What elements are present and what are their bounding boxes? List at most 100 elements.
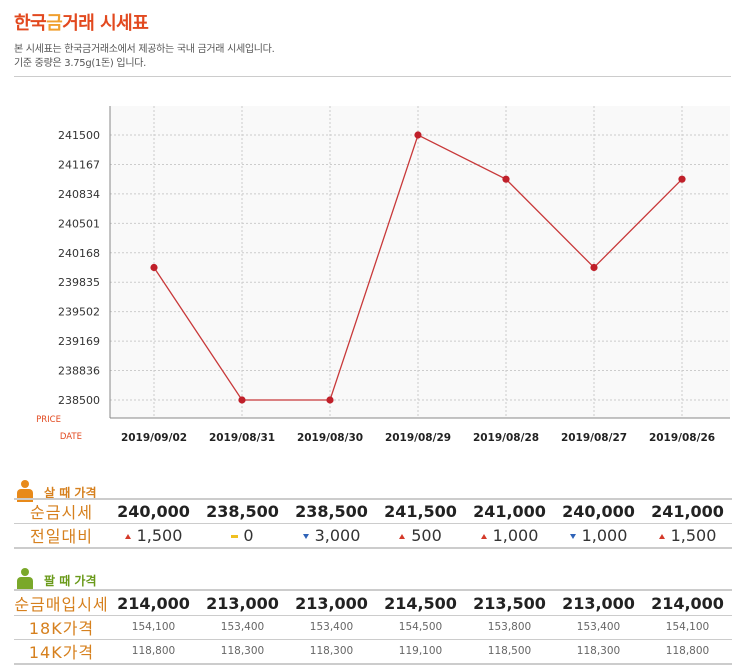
change-cell: 500 <box>376 526 465 545</box>
sell-heading-label: 팔 때 가격 <box>44 573 97 588</box>
description-line-2: 기준 중량은 3.75g(1돈) 입니다. <box>14 58 146 69</box>
data-point <box>326 396 334 404</box>
sell-table-row: 순금매입시세 214,000 213,000 213,000 214,500 213,50… <box>14 591 732 615</box>
table-divider <box>14 547 732 549</box>
price-cell: 214,000 <box>117 593 190 613</box>
y-tick-label: 238500 <box>58 394 100 407</box>
y-tick-label: 241167 <box>58 158 100 171</box>
y-tick-label: 240834 <box>58 188 100 201</box>
y-tick-label: 239835 <box>58 276 100 289</box>
x-tick-label: 2019/09/02 <box>121 432 187 444</box>
y-tick-label: 238836 <box>58 365 100 378</box>
price-cell: 214,500 <box>384 593 457 613</box>
x-tick-label: 2019/08/29 <box>385 432 451 444</box>
y-tick-label: 240168 <box>58 247 100 260</box>
table-divider <box>14 663 732 665</box>
price-cell: 154,100 <box>131 621 176 633</box>
change-value: 3,000 <box>314 525 361 545</box>
x-axis-label: DATE <box>60 432 82 442</box>
row-label: 순금시세 <box>30 503 93 522</box>
y-tick-label: 240501 <box>58 217 100 230</box>
sell-table-row: 14K가격 118,800 118,300 118,300 119,100 118,500… <box>14 639 732 663</box>
change-cell: 0 <box>198 526 287 545</box>
price-cell: 118,300 <box>220 645 265 657</box>
price-cell: 241,000 <box>473 501 546 521</box>
price-cell: 118,300 <box>576 645 621 657</box>
data-point <box>238 396 246 404</box>
change-cell: 1,500 <box>643 526 732 545</box>
y-tick-label: 239502 <box>58 306 100 319</box>
price-cell: 213,000 <box>562 593 635 613</box>
price-cell: 238,500 <box>295 501 368 521</box>
table-divider <box>14 523 732 524</box>
row-label: 14K가격 <box>28 643 95 662</box>
price-cell: 118,500 <box>487 645 532 657</box>
sell-table-row: 18K가격 154,100 153,400 153,400 154,500 153,800… <box>14 615 732 639</box>
buy-table-row: 순금시세 240,000 238,500 238,500 241,500 241,000 2… <box>14 499 732 523</box>
change-cell: 3,000 <box>287 526 376 545</box>
price-cell: 119,100 <box>398 645 443 657</box>
title-part: 한국 <box>14 13 47 34</box>
row-label: 전일대비 <box>30 527 93 546</box>
table-divider <box>14 498 732 500</box>
price-cell: 213,500 <box>473 593 546 613</box>
price-cell: 153,800 <box>487 621 532 633</box>
price-cell: 154,500 <box>398 621 443 633</box>
price-cell: 240,000 <box>562 501 635 521</box>
up-arrow-icon <box>658 533 665 539</box>
change-value: 1,500 <box>670 525 717 545</box>
x-tick-label: 2019/08/27 <box>561 432 627 444</box>
change-cell: 1,000 <box>554 526 643 545</box>
change-value: 1,000 <box>492 525 539 545</box>
x-tick-label: 2019/08/26 <box>649 432 715 444</box>
change-cell: 1,500 <box>109 526 198 545</box>
price-cell: 241,000 <box>651 501 724 521</box>
up-arrow-icon <box>124 533 131 539</box>
page-title: 한국금거래 시세표 <box>14 9 149 35</box>
sell-section-heading: 팔 때 가격 <box>14 568 97 592</box>
data-point <box>678 175 686 183</box>
down-arrow-icon <box>569 533 576 539</box>
price-cell: 154,100 <box>665 621 710 633</box>
header-divider <box>14 76 731 77</box>
up-arrow-icon <box>480 533 487 539</box>
price-cell: 238,500 <box>206 501 279 521</box>
data-point <box>150 263 158 272</box>
title-part-gold: 금 <box>46 13 63 34</box>
change-value: 1,500 <box>136 525 183 545</box>
price-cell: 118,300 <box>309 645 354 657</box>
x-tick-label: 2019/08/28 <box>473 432 539 444</box>
row-label: 순금매입시세 <box>14 595 109 614</box>
price-cell: 118,800 <box>131 645 176 657</box>
change-value: 500 <box>411 525 442 545</box>
x-tick-label: 2019/08/30 <box>297 432 363 444</box>
data-point <box>590 263 598 272</box>
price-cell: 213,000 <box>295 593 368 613</box>
up-arrow-icon <box>399 533 406 539</box>
price-cell: 241,500 <box>384 501 457 521</box>
table-divider <box>14 639 732 640</box>
price-cell: 240,000 <box>117 501 190 521</box>
description-line-1: 본 시세표는 한국금거래소에서 제공하는 국내 금거래 시세입니다. <box>14 44 275 55</box>
buy-heading-label: 살 때 가격 <box>44 485 97 500</box>
data-point <box>502 175 510 183</box>
table-divider <box>14 615 732 616</box>
title-part: 거래 시세표 <box>62 13 149 34</box>
price-line-chart: 241500 241167 240834 240501 240168 239835 2395… <box>36 106 730 444</box>
change-value: 1,000 <box>581 525 628 545</box>
price-cell: 214,000 <box>651 593 724 613</box>
x-tick-label: 2019/08/31 <box>209 432 275 444</box>
price-cell: 153,400 <box>220 621 265 633</box>
person-icon <box>14 568 40 592</box>
change-cell: 1,000 <box>465 526 554 545</box>
y-axis-label: PRICE <box>36 415 61 425</box>
y-tick-label: 241500 <box>58 129 100 142</box>
buy-table-row: 전일대비 1,500 0 3,000 500 1,000 1,000 1,500 <box>14 523 732 547</box>
no-change-icon <box>231 534 239 538</box>
table-divider <box>14 589 732 591</box>
price-cell: 153,400 <box>576 621 621 633</box>
plot-area <box>110 106 730 418</box>
y-tick-label: 239169 <box>58 335 100 348</box>
data-point <box>414 131 422 139</box>
down-arrow-icon <box>302 533 309 539</box>
